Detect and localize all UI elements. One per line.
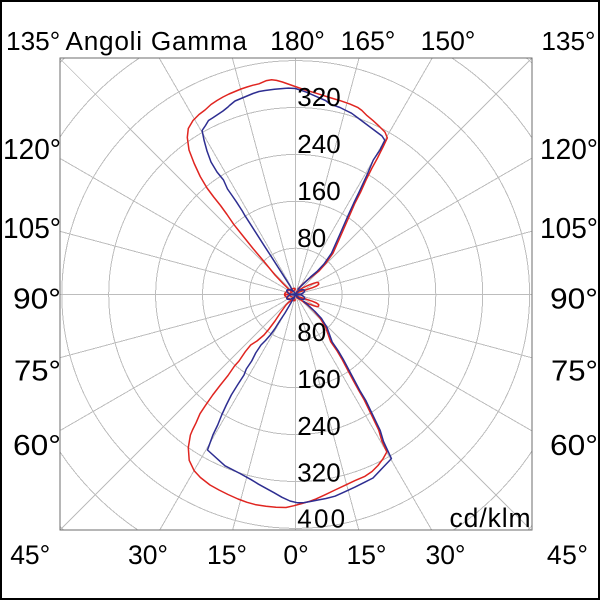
svg-text:80: 80 xyxy=(297,223,326,253)
svg-text:240: 240 xyxy=(297,411,340,441)
svg-text:120°: 120° xyxy=(540,134,598,166)
svg-text:160: 160 xyxy=(297,364,340,394)
svg-text:320: 320 xyxy=(297,458,340,488)
svg-text:80: 80 xyxy=(297,317,326,347)
svg-text:15°: 15° xyxy=(346,540,386,570)
svg-text:15°: 15° xyxy=(207,540,247,570)
svg-text:90°: 90° xyxy=(13,284,61,316)
svg-text:30°: 30° xyxy=(425,540,465,570)
svg-text:0°: 0° xyxy=(283,540,308,570)
svg-text:150°: 150° xyxy=(421,26,476,56)
svg-text:135°: 135° xyxy=(541,26,595,56)
svg-text:75°: 75° xyxy=(14,355,61,387)
svg-text:240: 240 xyxy=(297,129,340,159)
svg-text:105°: 105° xyxy=(3,213,61,245)
svg-text:30°: 30° xyxy=(128,540,168,570)
svg-text:165°: 165° xyxy=(341,26,396,56)
svg-text:cd/klm: cd/klm xyxy=(450,503,532,533)
svg-text:135°: 135° xyxy=(6,26,60,56)
svg-text:90°: 90° xyxy=(550,284,598,316)
svg-text:160: 160 xyxy=(297,176,340,206)
svg-text:60°: 60° xyxy=(550,430,598,462)
svg-text:45°: 45° xyxy=(10,540,50,570)
svg-text:60°: 60° xyxy=(13,430,61,462)
svg-text:320: 320 xyxy=(297,82,340,112)
svg-text:75°: 75° xyxy=(551,355,598,387)
svg-text:105°: 105° xyxy=(540,213,598,245)
svg-text:400: 400 xyxy=(297,504,347,534)
svg-text:Angoli Gamma: Angoli Gamma xyxy=(66,26,248,56)
svg-text:180°: 180° xyxy=(270,26,325,56)
svg-text:45°: 45° xyxy=(547,540,589,570)
svg-text:120°: 120° xyxy=(3,134,61,166)
